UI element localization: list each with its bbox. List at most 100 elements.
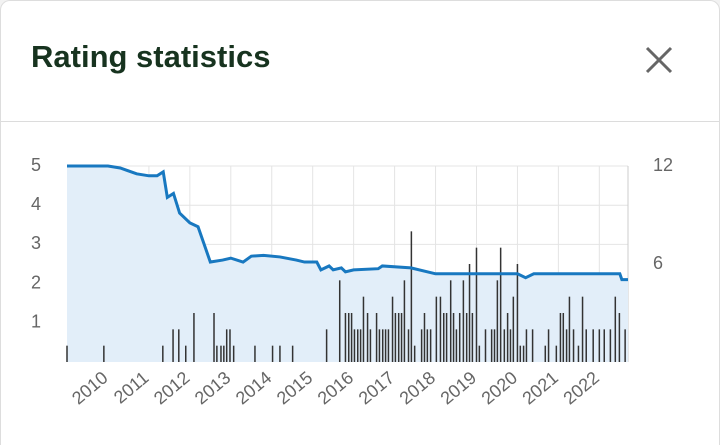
bar [531,329,534,362]
y-tick-label: 5 [31,155,41,175]
bar [387,329,390,362]
x-tick-label: 2014 [232,367,276,408]
bar [225,329,228,362]
y-tick-label: 2 [31,272,41,292]
x-tick-label: 2012 [150,367,194,408]
y2-tick-label: 6 [653,253,663,273]
bar [172,329,174,362]
x-tick-label: 2020 [478,367,522,408]
bar [442,313,445,362]
bar [356,329,359,362]
bar [384,329,387,362]
chart: 1234561220102011201220132014201520162017… [31,155,673,409]
bar [577,345,580,362]
dialog-title: Rating statistics [31,39,271,74]
y2-tick-label: 12 [653,155,673,175]
bar [525,329,528,362]
bar [353,329,356,362]
bar [378,329,381,362]
bar [193,313,195,362]
close-button[interactable] [644,45,674,75]
bar [397,313,400,362]
bar [223,345,225,362]
bar [362,296,365,362]
bar [519,345,522,362]
bar [471,313,474,362]
bar [369,329,372,362]
area [67,166,628,362]
bar [213,313,215,362]
bar [506,313,509,362]
bar [462,280,465,362]
bar [279,345,281,362]
bar [614,296,617,362]
bar [232,345,235,362]
bar [381,329,384,362]
x-tick-label: 2022 [559,367,603,408]
x-tick-label: 2017 [355,367,399,408]
bar [568,296,571,362]
bar [66,345,68,362]
x-tick-label: 2015 [273,367,317,408]
bar [572,329,575,362]
bar [478,345,481,362]
bar [350,313,353,362]
x-tick-label: 2010 [68,367,112,408]
bar [458,313,461,362]
bar [581,296,584,362]
x-tick-label: 2019 [437,367,481,408]
bar [338,280,341,362]
bar [254,345,256,362]
bar [544,345,547,362]
x-tick-label: 2016 [314,367,358,408]
bar [522,345,525,362]
bar [547,329,550,362]
x-tick-label: 2011 [110,367,153,407]
bar [455,329,458,362]
bar [445,313,448,362]
bar [452,313,455,362]
divider [1,121,719,122]
x-tick-label: 2021 [518,367,562,408]
bar [403,280,406,362]
bar [475,247,478,362]
bar [562,313,565,362]
bar [468,264,471,362]
bar [503,329,506,362]
bar [178,329,180,362]
bar [391,296,394,362]
bar [400,313,403,362]
bar [344,313,347,362]
bar [103,345,105,362]
bar [366,313,369,362]
rating-line [67,164,628,282]
bar [410,231,413,362]
bar [585,329,587,362]
bar [565,329,568,362]
x-tick-label: 2018 [396,367,440,408]
bar [271,345,274,362]
bar [516,264,519,362]
bar [229,329,231,362]
bar [162,345,164,362]
bar [624,329,626,362]
bar [598,329,601,362]
y-tick-label: 4 [31,194,41,214]
bar [496,280,499,362]
bar [499,247,502,362]
bar [185,345,187,362]
bar [426,329,429,362]
bar [609,329,612,362]
bar [484,329,487,362]
bar [220,345,222,362]
bar [618,313,621,362]
bar [559,313,562,362]
bar [359,329,362,362]
y-tick-label: 3 [31,233,41,253]
bar [423,313,426,362]
bar [413,345,416,362]
bar [509,329,512,362]
bar [435,296,438,362]
